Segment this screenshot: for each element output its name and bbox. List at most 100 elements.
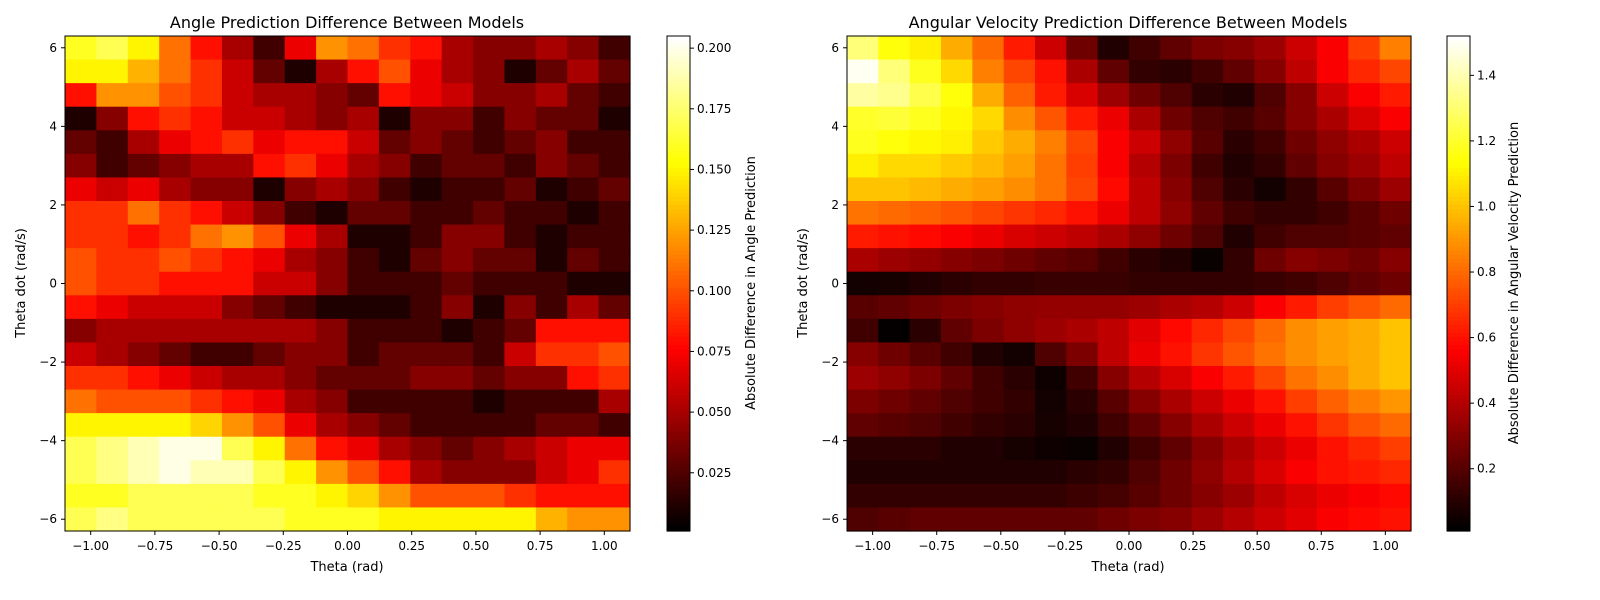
heatmap-cell — [1035, 271, 1067, 296]
heatmap-cell — [1191, 507, 1224, 532]
heatmap-cell — [878, 460, 911, 485]
colorbar-segment — [667, 361, 690, 367]
colorbar-segment — [667, 333, 690, 338]
heatmap-cell — [567, 460, 600, 485]
colorbar-segment — [1447, 510, 1470, 516]
heatmap-cell — [473, 153, 506, 179]
y-axis-label: Theta dot (rad/s) — [14, 228, 29, 339]
heatmap-cell — [253, 130, 286, 155]
colorbar-segment — [1447, 382, 1470, 388]
colorbar-tick-label: 0.125 — [697, 223, 731, 237]
heatmap-cell — [598, 483, 631, 509]
heatmap-cell — [473, 483, 506, 509]
heatmap-cell — [878, 224, 911, 249]
colorbar-segment — [1447, 89, 1470, 95]
heatmap-cell — [378, 436, 411, 461]
heatmap-cell — [441, 342, 474, 367]
colorbar-segment — [667, 81, 690, 87]
heatmap-cell — [65, 366, 97, 391]
heatmap-cell — [878, 36, 911, 61]
heatmap-cell — [1035, 342, 1067, 367]
colorbar-segment — [1447, 324, 1470, 330]
heatmap-cell — [65, 389, 97, 414]
x-tick-label: 0.25 — [398, 539, 425, 553]
y-tick-label: 2 — [831, 198, 839, 212]
colorbar-segment — [667, 168, 690, 173]
colorbar-segment — [667, 159, 690, 165]
heatmap-cell — [410, 59, 443, 84]
colorbar-segment — [667, 163, 690, 169]
colorbar-tick-label: 0.075 — [697, 344, 731, 358]
colorbar-segment — [667, 440, 690, 445]
colorbar-segment — [667, 56, 690, 62]
heatmap-cell — [909, 201, 942, 226]
heatmap-cell — [347, 83, 380, 108]
heatmap-cell — [378, 295, 411, 320]
x-tick-label: 0.75 — [1308, 539, 1335, 553]
heatmap-cell — [1129, 36, 1161, 61]
heatmap-cell — [1285, 201, 1318, 226]
heatmap-cell — [65, 483, 97, 509]
heatmap-cell — [1129, 130, 1161, 155]
colorbar-segment — [667, 477, 690, 483]
heatmap-cell — [410, 201, 443, 226]
colorbar-segment — [1447, 52, 1470, 58]
colorbar-segment — [1447, 126, 1470, 132]
heatmap-cell — [316, 507, 349, 532]
heatmap-cell — [441, 460, 474, 485]
colorbar-segment — [667, 73, 690, 78]
heatmap-cell — [504, 248, 537, 273]
heatmap-cell — [1129, 342, 1161, 367]
heatmap-cell — [190, 342, 223, 367]
heatmap-cell — [410, 224, 443, 249]
heatmap-cell — [535, 224, 568, 249]
heatmap-cell — [316, 83, 349, 108]
heatmap-cell — [347, 413, 380, 438]
heatmap-cell — [316, 201, 349, 226]
heatmap-cell — [127, 177, 160, 202]
heatmap-cell — [96, 483, 129, 509]
colorbar-segment — [1447, 135, 1470, 140]
y-tick-label: −4 — [39, 434, 57, 448]
heatmap-cell — [535, 413, 568, 438]
colorbar-segment — [667, 295, 690, 301]
heatmap-cell — [1097, 436, 1130, 461]
heatmap-cell — [504, 366, 537, 391]
colorbar-segment — [1447, 312, 1470, 318]
heatmap-cell — [1066, 36, 1099, 61]
heatmap-cell — [535, 153, 568, 179]
heatmap-cell — [96, 318, 129, 344]
colorbar-segment — [1447, 213, 1470, 219]
colorbar-segment — [1447, 328, 1470, 334]
heatmap-cell — [972, 295, 1005, 320]
colorbar-segment — [667, 242, 690, 247]
heatmap-cell — [378, 83, 411, 108]
colorbar-segment — [1447, 56, 1470, 62]
heatmap-cell — [65, 295, 97, 320]
heatmap-cell — [96, 177, 129, 202]
y-tick-label: −6 — [39, 512, 57, 526]
heatmap-cell — [567, 271, 600, 296]
heatmap-cell — [1191, 201, 1224, 226]
heatmap-cell — [1129, 413, 1161, 438]
heatmap-cell — [1066, 248, 1099, 273]
heatmap-cell — [1254, 460, 1287, 485]
heatmap-cell — [159, 413, 192, 438]
heatmap-cell — [1379, 366, 1412, 391]
heatmap-cell — [1097, 318, 1130, 344]
heatmap-cell — [567, 153, 600, 179]
heatmap-cell — [878, 295, 911, 320]
heatmap-cell — [567, 59, 600, 84]
heatmap-cell — [441, 295, 474, 320]
heatmap-cell — [1348, 177, 1381, 202]
heatmap-cell — [378, 130, 411, 155]
heatmap-cell — [972, 413, 1005, 438]
colorbar-segment — [667, 122, 690, 128]
heatmap-cell — [1254, 483, 1287, 509]
heatmap-cell — [284, 436, 317, 461]
heatmap-cell — [1191, 271, 1224, 296]
colorbar-segment — [1447, 493, 1470, 499]
heatmap-cell — [1066, 59, 1099, 84]
heatmap-cell — [847, 106, 879, 131]
